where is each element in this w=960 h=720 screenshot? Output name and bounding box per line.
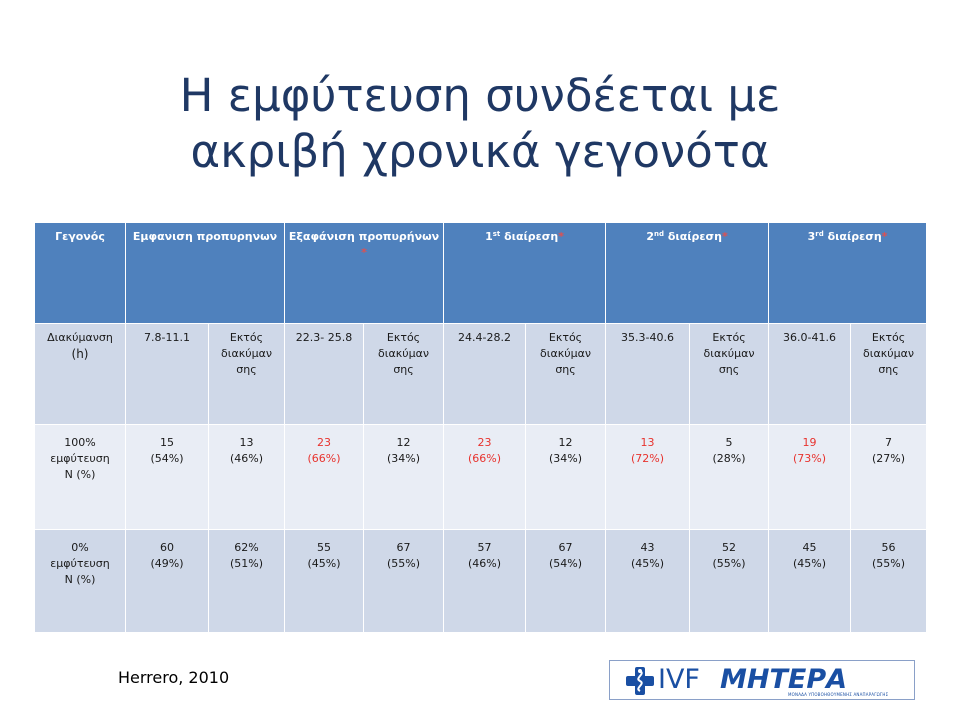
title-line-1: Η εμφύτευση συνδέεται με [179, 69, 781, 122]
header-pn-fading: Εξαφάνιση προπυρήνων * [284, 222, 445, 324]
header-pn-appearance: Εμφανιση προπυρηνων [124, 222, 286, 324]
header-first-cleavage: 1st διαίρεση* [443, 222, 607, 324]
table-cell: 45 (45%) [768, 529, 852, 633]
implantation-100-row: 100% εμφύτευση N (%) 15 (54%) 13 (46%) 23 (66… [34, 424, 928, 530]
table-cell: 7.8-11.1 [125, 323, 209, 425]
implantation-0-row: 0% εμφύτευση N (%) 60 (49%) 62% (51%) 55 (45%… [34, 529, 928, 633]
table-cell-highlight: 19 (73%) [768, 424, 852, 530]
table-cell: 15 (54%) [125, 424, 209, 530]
medical-cross-icon [626, 667, 654, 695]
table-cell-highlight: 23 (66%) [284, 424, 365, 530]
table-cell: 12 (34%) [525, 424, 607, 530]
header-second-cleavage: 2nd διαίρεση* [605, 222, 770, 324]
table-cell: Εκτός διακύμαν σης [363, 323, 445, 425]
table-cell: 43 (45%) [605, 529, 691, 633]
table-cell-highlight: 23 (66%) [443, 424, 527, 530]
table-cell: 22.3- 25.8 [284, 323, 365, 425]
table-cell: 52 (55%) [689, 529, 770, 633]
table-cell: 12 (34%) [363, 424, 445, 530]
table-cell: 60 (49%) [125, 529, 209, 633]
logo-name-text: ΜΗΤΕΡΑ [720, 664, 848, 695]
table-cell: 7 (27%) [850, 424, 928, 530]
table-cell: 62% (51%) [207, 529, 286, 633]
table-cell: 67 (55%) [363, 529, 445, 633]
header-third-cleavage: 3rd διαίρεση* [768, 222, 928, 324]
logo-ivf-text: IVF [658, 664, 700, 695]
row-label: Διακύμανση (h) [34, 323, 126, 425]
table-cell: 5 (28%) [689, 424, 770, 530]
duration-row: Διακύμανση (h) 7.8-11.1 Εκτός διακύμαν ση… [34, 323, 928, 425]
row-label: 0% εμφύτευση N (%) [34, 529, 126, 633]
table-cell-highlight: 13 (72%) [605, 424, 691, 530]
table-cell: Εκτός διακύμαν σης [207, 323, 286, 425]
slide-title: Η εμφύτευση συνδέεται με ακριβή χρονικά … [80, 68, 880, 180]
table-cell: Εκτός διακύμαν σης [525, 323, 607, 425]
table-cell: Εκτός διακύμαν σης [689, 323, 770, 425]
row-label: 100% εμφύτευση N (%) [34, 424, 126, 530]
table-cell: 24.4-28.2 [443, 323, 527, 425]
table-cell: 67 (54%) [525, 529, 607, 633]
header-event: Γεγονός [34, 222, 126, 324]
logo-subtitle: ΜΟΝΑΔΑ ΥΠΟΒΟΗΘΟΥΜΕΝΗΣ ΑΝΑΠΑΡΑΓΩΓΗΣ [788, 692, 889, 697]
table-cell: 36.0-41.6 [768, 323, 852, 425]
ivf-mitera-logo: IVF ΜΗΤΕΡΑ ΜΟΝΑΔΑ ΥΠΟΒΟΗΘΟΥΜΕΝΗΣ ΑΝΑΠΑΡΑ… [609, 660, 915, 700]
table-cell: 57 (46%) [443, 529, 527, 633]
table-cell: Εκτός διακύμαν σης [850, 323, 928, 425]
title-line-2: ακριβή χρονικά γεγονότα [190, 125, 770, 178]
table-cell: 55 (45%) [284, 529, 365, 633]
header-row: Γεγονός Εμφανιση προπυρηνων Εξαφάνιση πρ… [34, 222, 928, 324]
table-cell: 35.3-40.6 [605, 323, 691, 425]
citation: Herrero, 2010 [118, 668, 230, 687]
table-cell: 13 (46%) [207, 424, 286, 530]
table-cell: 56 (55%) [850, 529, 928, 633]
implantation-table: Γεγονός Εμφανιση προπυρηνων Εξαφάνιση πρ… [34, 222, 928, 633]
